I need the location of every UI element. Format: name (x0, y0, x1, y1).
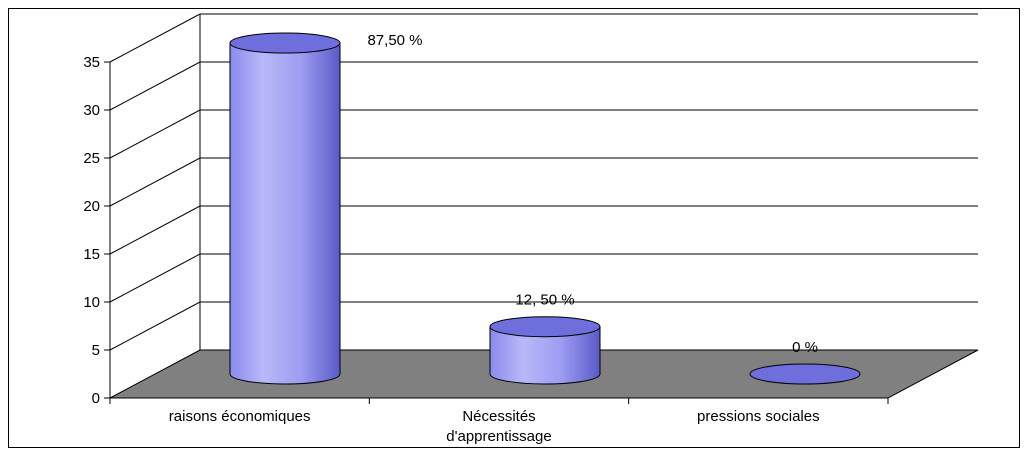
labels: 87,50 % 12, 50 % 0 % raisons économiques Néc… (169, 32, 820, 445)
bar-top (749, 363, 861, 385)
y-tick-label: 10 (83, 294, 100, 311)
category-label: Nécessités d'apprentissage (446, 408, 551, 445)
chart-frame (8, 8, 1020, 448)
bar-body (489, 326, 601, 385)
gridline-side (109, 13, 201, 63)
bar-body (229, 42, 341, 385)
gridline-side (109, 157, 201, 207)
y-tick-label: 5 (92, 342, 100, 359)
data-label: 0 % (792, 339, 818, 356)
bar-cylinder (489, 316, 601, 385)
bar-cylinder (749, 363, 861, 385)
bar-top (229, 32, 341, 54)
y-tick-label: 30 (83, 102, 100, 119)
y-tick-label: 15 (83, 246, 100, 263)
data-label: 87,50 % (367, 32, 422, 49)
gridline-side (109, 301, 201, 351)
gridline-side (109, 253, 201, 303)
bar-top (489, 316, 601, 338)
gridline-side (109, 109, 201, 159)
category-label: pressions sociales (697, 408, 820, 425)
y-axis: 0 5 10 15 20 25 30 35 (83, 54, 889, 407)
y-tick-label: 0 (92, 390, 100, 407)
y-tick-label: 35 (83, 54, 100, 71)
category-label: raisons économiques (169, 408, 311, 425)
y-tick-label: 25 (83, 150, 100, 167)
bar-cylinder (229, 32, 341, 385)
y-tick-label: 20 (83, 198, 100, 215)
data-label: 12, 50 % (515, 292, 574, 309)
bars (229, 32, 861, 385)
gridline-side (109, 205, 201, 255)
gridline-side (109, 61, 201, 111)
